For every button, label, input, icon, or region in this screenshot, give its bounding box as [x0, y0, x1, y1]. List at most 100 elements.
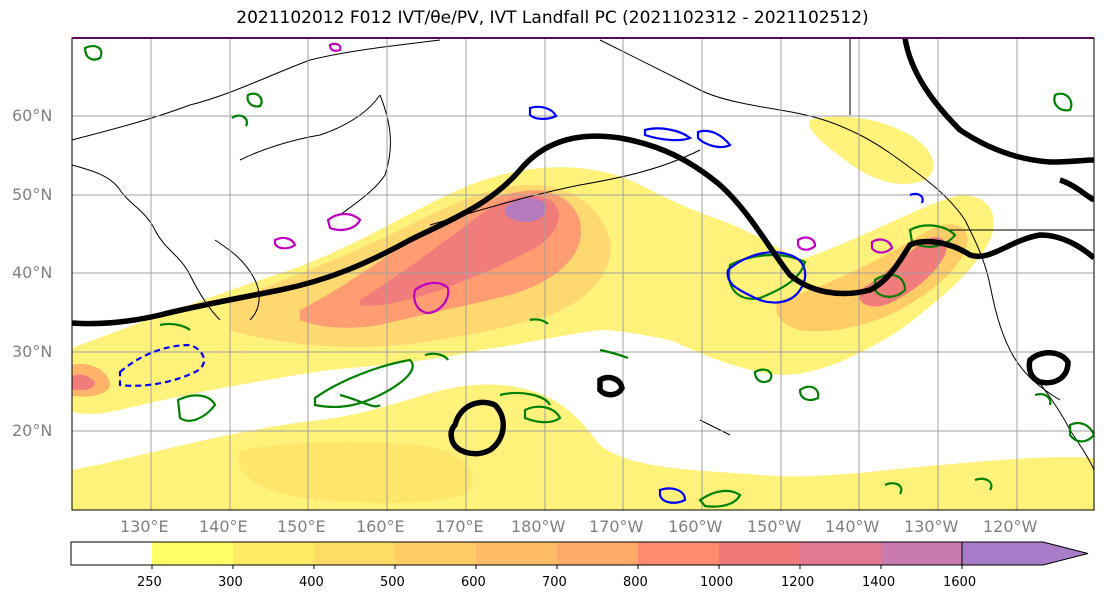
colorbar-segment	[71, 542, 152, 565]
pv-contour	[339, 393, 381, 408]
ivt-alaska	[809, 116, 934, 184]
map-area	[72, 38, 1094, 510]
lon-label: 150°W	[747, 517, 802, 536]
lon-label: 160°W	[668, 517, 723, 536]
pv-neg-contour	[909, 192, 924, 204]
pv-contour	[176, 394, 217, 422]
pv-neg-contour	[696, 129, 732, 149]
magenta-contour	[273, 236, 297, 250]
ivt-east-core	[858, 236, 947, 307]
pv-contour	[599, 348, 629, 360]
thick-black-contour	[1059, 177, 1094, 203]
pv-contour	[908, 224, 957, 248]
lon-label: 170°W	[589, 517, 644, 536]
pv-contour	[529, 318, 549, 325]
lon-label: 150°E	[277, 517, 326, 536]
colorbar-tick-label: 400	[299, 575, 324, 590]
pv-neg-contour	[658, 487, 687, 504]
pv-contour	[523, 405, 562, 424]
pv-green-contours	[83, 44, 1094, 508]
ivt-subtropic-mid	[238, 441, 473, 503]
magenta-contour	[413, 281, 450, 315]
lon-label: 140°E	[199, 517, 248, 536]
pv-contour	[159, 322, 191, 331]
colorbar-segment	[314, 542, 395, 565]
magenta-contour	[870, 238, 894, 254]
pv-contour	[1034, 393, 1052, 406]
pv-contour	[1053, 92, 1073, 112]
lat-label: 20°N	[12, 421, 53, 440]
colorbar-tick-label: 1600	[943, 575, 977, 590]
colorbar-segment	[638, 542, 719, 565]
pv-contour	[798, 385, 820, 401]
gridlines	[72, 38, 1094, 510]
magenta-contour	[326, 212, 362, 231]
colorbar-segment	[719, 542, 800, 565]
colorbar-tick-label: 1400	[862, 575, 896, 590]
pv-contour	[83, 44, 103, 61]
magenta-contour	[328, 42, 342, 52]
ivt-band-inner	[360, 195, 559, 306]
thick-black-contour	[448, 399, 506, 457]
thick-black-contour	[72, 133, 1094, 327]
map-title: 2021102012 F012 IVT/θe/PV, IVT Landfall …	[236, 8, 869, 28]
pv-contour	[499, 391, 551, 406]
coast-asia	[72, 164, 221, 321]
pv-contour	[727, 253, 807, 300]
colorbar-segment	[152, 542, 233, 565]
lat-label: 50°N	[12, 185, 53, 204]
colorbar-extend-arrow	[961, 541, 1089, 566]
coast-alaska	[599, 39, 1061, 401]
pv-contour	[974, 477, 993, 491]
pv-neg-contour	[528, 105, 558, 120]
pv-contour	[884, 482, 903, 495]
coast-aleutians	[429, 149, 701, 226]
lat-label: 40°N	[12, 263, 53, 282]
colorbar-tick-label: 600	[461, 575, 486, 590]
colorbar-outline	[70, 541, 963, 566]
lon-label: 160°E	[356, 517, 405, 536]
colorbar	[70, 541, 1089, 569]
thick-black-contour	[597, 374, 625, 398]
colorbar-tick-label: 1000	[700, 575, 734, 590]
magenta-contours	[273, 42, 894, 315]
lon-label: 130°E	[120, 517, 169, 536]
colorbar-segment	[557, 542, 638, 565]
colorbar-tick-label: 500	[380, 575, 405, 590]
thick-black-contour	[1026, 350, 1071, 386]
colorbar-segment	[800, 542, 881, 565]
pv-neg-contour	[643, 127, 693, 142]
pv-contour	[698, 489, 742, 508]
pv-neg-contour	[118, 343, 206, 387]
lon-label: 180°W	[511, 517, 566, 536]
colorbar-segment	[395, 542, 476, 565]
coastlines	[72, 38, 1094, 471]
thick-black-contour	[902, 38, 1094, 165]
coast-asia-north	[72, 39, 441, 141]
pv-contour	[246, 92, 263, 108]
pv-blue-contours	[118, 105, 924, 504]
coast-okhotsk	[239, 94, 381, 161]
colorbar-segment	[233, 542, 314, 565]
colorbar-segment	[476, 542, 557, 565]
lon-label: 170°E	[435, 517, 484, 536]
pv-contour	[424, 352, 449, 361]
theta-e-contours	[72, 38, 1094, 457]
magenta-contour	[796, 236, 817, 251]
colorbar-tick-label: 700	[542, 575, 567, 590]
coast-japan	[214, 239, 260, 321]
lat-label: 30°N	[12, 342, 53, 361]
colorbar-tick-label: 250	[137, 575, 162, 590]
pv-contour	[753, 368, 773, 384]
ivt-west-inner	[72, 374, 95, 390]
lon-label: 120°W	[983, 517, 1038, 536]
pv-neg-contour	[726, 251, 807, 304]
lon-label: 130°W	[904, 517, 959, 536]
lat-label: 60°N	[12, 106, 53, 125]
coast-hawaii	[699, 419, 731, 436]
colorbar-tick-label: 800	[623, 575, 648, 590]
colorbar-segment	[881, 542, 962, 565]
colorbar-tick-label: 300	[218, 575, 243, 590]
pv-contour	[313, 358, 414, 409]
